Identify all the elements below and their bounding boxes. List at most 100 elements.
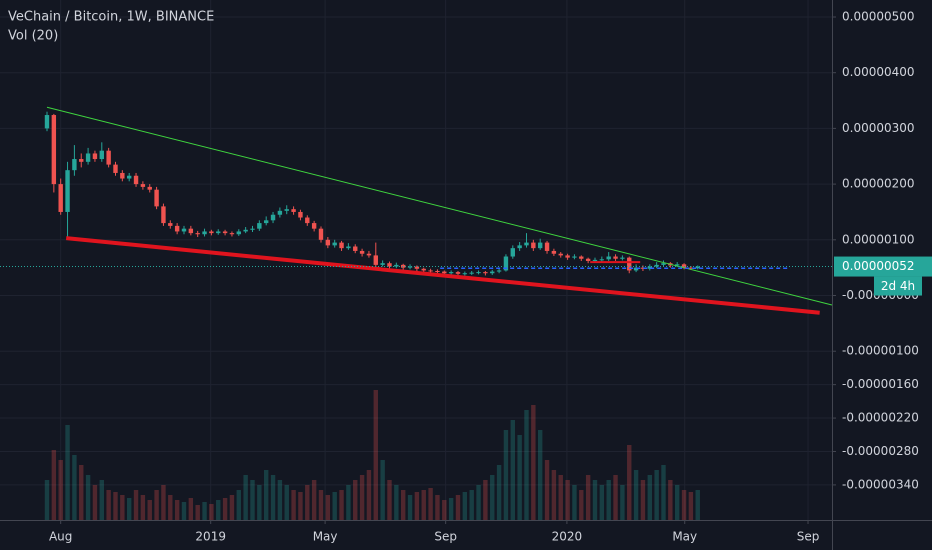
candle-body — [380, 263, 385, 265]
candle-body — [517, 245, 522, 249]
candle-body — [72, 159, 77, 171]
candle-body — [250, 228, 255, 230]
candle-body — [674, 264, 680, 266]
volume-bar — [394, 485, 399, 520]
volume-bar — [154, 490, 159, 520]
chart-title: VeChain / Bitcoin, 1W, BINANCE — [8, 10, 214, 25]
y-tick-label: 0.00000500 — [842, 9, 915, 23]
candle-body — [202, 231, 207, 235]
x-tick-label: Aug — [49, 530, 72, 544]
volume-bar — [106, 490, 111, 520]
volume-bar — [400, 490, 406, 520]
candle-body — [455, 272, 461, 274]
volume-bar — [346, 485, 351, 520]
candle-body — [572, 256, 577, 258]
volume-bar — [339, 490, 344, 520]
volume-bar — [222, 498, 228, 520]
volume-bar — [243, 475, 248, 520]
candle-body — [387, 263, 392, 267]
candle-body — [65, 170, 70, 212]
candle-body — [126, 175, 132, 179]
volume-bar — [161, 485, 166, 520]
candle-body — [133, 175, 139, 185]
volume-bar — [572, 485, 577, 520]
volume-bar — [640, 480, 646, 520]
volume-bar — [181, 502, 187, 520]
candle-body — [58, 184, 63, 212]
volume-bar — [551, 470, 557, 520]
volume-bar — [284, 485, 289, 520]
candle-body — [106, 150, 111, 165]
volume-bar — [380, 460, 385, 520]
candle-body — [565, 255, 570, 258]
candle-body — [216, 231, 221, 234]
candle-body — [524, 242, 529, 246]
volume-bar — [414, 492, 420, 520]
volume-bar — [298, 492, 303, 520]
volume-bar — [647, 475, 652, 520]
volume-bar — [236, 490, 241, 520]
y-tick-label: -0.00000160 — [842, 377, 919, 391]
candle-body — [537, 242, 543, 249]
volume-bar — [195, 505, 200, 520]
candle-body — [469, 272, 474, 274]
volume-bar — [120, 495, 125, 520]
candle-body — [291, 209, 296, 212]
volume-bar — [695, 490, 700, 520]
price-label-box — [834, 256, 932, 277]
y-tick-label: -0.00000340 — [842, 477, 919, 491]
candle-body — [613, 256, 618, 259]
candle-body — [558, 253, 563, 256]
volume-bar — [544, 460, 550, 520]
candle-body — [435, 271, 440, 273]
volume-bar — [257, 485, 262, 520]
candle-body — [496, 270, 502, 272]
volume-bar — [490, 475, 495, 520]
candle-body — [544, 242, 550, 251]
volume-bar — [325, 495, 331, 520]
candle-body — [442, 271, 447, 274]
candle-body — [51, 115, 57, 185]
volume-bar — [599, 485, 605, 520]
candle-body — [147, 186, 152, 190]
volume-bar — [496, 465, 502, 520]
volume-bar — [353, 480, 358, 520]
volume-bar — [627, 445, 632, 520]
candle-body — [229, 233, 235, 235]
candle-body — [483, 272, 488, 274]
candle-body — [462, 273, 468, 275]
candle-body — [305, 217, 310, 224]
volume-bar — [366, 470, 372, 520]
countdown-box — [874, 276, 922, 296]
countdown: 2d 4h — [881, 279, 915, 293]
x-tick-label: 2019 — [195, 530, 226, 544]
candle-body — [174, 225, 180, 232]
candle-body — [510, 248, 515, 257]
y-tick-label: 0.00000200 — [842, 177, 915, 191]
candle-body — [140, 184, 146, 187]
candle-body — [284, 209, 289, 211]
volume-bar — [65, 425, 70, 520]
candle-body — [373, 255, 378, 265]
candle-body — [222, 231, 228, 234]
volume-bar — [517, 435, 522, 520]
candle-body — [585, 258, 591, 261]
volume-bar — [462, 492, 468, 520]
x-tick-label: May — [672, 530, 697, 544]
volume-bar — [359, 475, 365, 520]
candle-body — [627, 257, 632, 271]
candle-body — [633, 267, 639, 271]
candle-body — [332, 242, 337, 246]
candle-body — [181, 228, 187, 232]
candle-body — [339, 242, 344, 249]
candle-body — [318, 228, 324, 240]
candle-body — [620, 257, 625, 259]
volume-bar — [579, 490, 584, 520]
candle-body — [400, 264, 406, 268]
candle-body — [366, 253, 372, 256]
candle-body — [113, 164, 118, 173]
volume-bar — [421, 490, 426, 520]
candle-body — [243, 229, 248, 232]
candle-body — [188, 228, 194, 234]
volume-bar — [565, 480, 570, 520]
